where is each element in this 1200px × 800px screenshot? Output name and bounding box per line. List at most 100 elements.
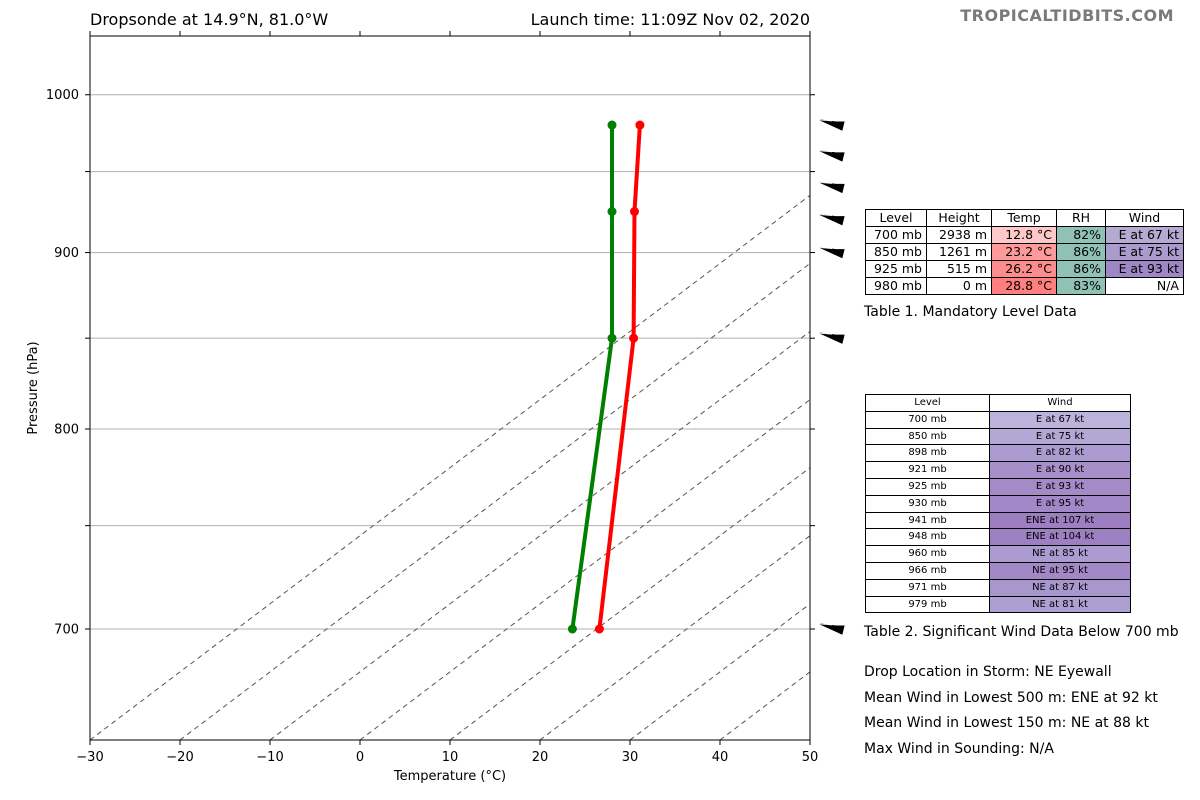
- cell-wind: ENE at 104 kt: [989, 528, 1131, 547]
- cell-wind: E at 93 kt: [989, 477, 1131, 496]
- x-tick-label: −20: [166, 750, 193, 765]
- cell-wind: NE at 85 kt: [989, 545, 1131, 563]
- data-point: [607, 120, 617, 130]
- cell-wind: ENE at 107 kt: [989, 511, 1131, 530]
- header-level: Level: [865, 209, 927, 227]
- drop-location-text: Drop Location in Storm: NE Eyewall: [864, 664, 1112, 680]
- header-wind: Wind: [1105, 209, 1184, 227]
- cell-level: 980 mb: [865, 277, 927, 295]
- x-tick-label: 50: [802, 750, 819, 765]
- cell-rh: 82%: [1056, 226, 1106, 244]
- x-tick-label: 20: [532, 750, 549, 765]
- launch-time: Launch time: 11:09Z Nov 02, 2020: [530, 10, 810, 29]
- table2-caption: Table 2. Significant Wind Data Below 700…: [864, 624, 1179, 640]
- data-point: [635, 120, 645, 130]
- cell-wind: E at 67 kt: [1105, 226, 1184, 244]
- cell-height: 0 m: [926, 277, 992, 295]
- mandatory-level-table: Level Height Temp RH Wind 700 mb 2938 m …: [865, 209, 1184, 295]
- significant-wind-table: Level Wind 700 mb E at 67 kt 850 mb E at 7…: [865, 394, 1131, 614]
- wind-barb-line: [819, 182, 833, 184]
- x-tick-label: −30: [76, 750, 103, 765]
- mean-wind-500-text: Mean Wind in Lowest 500 m: ENE at 92 kt: [864, 690, 1158, 706]
- table-row: 850 mb E at 75 kt: [865, 427, 1131, 446]
- wind-barb-flag: [819, 623, 845, 635]
- data-point: [594, 624, 604, 634]
- wind-barb-flag: [819, 214, 845, 226]
- x-tick-label: 40: [712, 750, 729, 765]
- x-tick-label: 30: [622, 750, 639, 765]
- cell-temp: 26.2 °C: [991, 260, 1057, 278]
- mean-wind-150-text: Mean Wind in Lowest 150 m: NE at 88 kt: [864, 715, 1149, 731]
- x-tick-label: 10: [442, 750, 459, 765]
- table1-caption: Table 1. Mandatory Level Data: [864, 304, 1077, 320]
- table-row: 941 mb ENE at 107 kt: [865, 511, 1131, 530]
- cell-level: 921 mb: [865, 461, 990, 479]
- table-row: 925 mb 515 m 26.2 °C 86% E at 93 kt: [865, 260, 1184, 278]
- cell-wind: E at 75 kt: [1105, 243, 1184, 261]
- series-layer: [567, 120, 645, 634]
- y-tick-label: 700: [54, 622, 79, 637]
- table-row: 979 mb NE at 81 kt: [865, 595, 1131, 614]
- wind-barb-flag: [819, 119, 845, 131]
- table-row: 925 mb E at 93 kt: [865, 477, 1131, 496]
- table-row: 980 mb 0 m 28.8 °C 83% N/A: [865, 277, 1184, 295]
- x-tick-label: 0: [356, 750, 364, 765]
- cell-temp: 12.8 °C: [991, 226, 1057, 244]
- table-row: 971 mb NE at 87 kt: [865, 578, 1131, 597]
- data-point: [567, 624, 577, 634]
- cell-level: 898 mb: [865, 444, 990, 463]
- y-tick-label: 800: [54, 422, 79, 437]
- header-wind: Wind: [989, 394, 1131, 412]
- wind-barb-flag: [819, 247, 845, 259]
- cell-temp: 23.2 °C: [991, 243, 1057, 261]
- cell-wind: E at 67 kt: [989, 410, 1131, 429]
- wind-barb-line: [819, 247, 833, 249]
- cell-height: 1261 m: [926, 243, 992, 261]
- data-point: [607, 207, 617, 217]
- table-row: 700 mb 2938 m 12.8 °C 82% E at 67 kt: [865, 226, 1184, 244]
- data-point: [630, 207, 639, 217]
- table-row: 850 mb 1261 m 23.2 °C 86% E at 75 kt: [865, 243, 1184, 261]
- wind-barbs: [819, 119, 845, 635]
- wind-barb: [819, 181, 845, 194]
- table-row: 960 mb NE at 85 kt: [865, 545, 1131, 563]
- cell-level: 966 mb: [865, 561, 990, 580]
- cell-level: 930 mb: [865, 494, 990, 513]
- y-tick-label: 900: [54, 246, 79, 261]
- cell-level: 960 mb: [865, 545, 990, 563]
- axis-layer: −30 −20 −10 0 10 20 30 40 50 700 800 900 1000: [46, 31, 818, 765]
- cell-rh: 86%: [1056, 260, 1106, 278]
- wind-barb: [819, 214, 845, 226]
- cell-level: 700 mb: [865, 410, 990, 429]
- cell-level: 925 mb: [865, 260, 927, 278]
- cell-level: 941 mb: [865, 511, 990, 530]
- wind-barb: [819, 332, 845, 344]
- cell-wind: E at 93 kt: [1105, 260, 1184, 278]
- wind-barb-line: [819, 150, 833, 153]
- cell-height: 2938 m: [926, 226, 992, 244]
- x-axis-label: Temperature (°C): [393, 769, 506, 784]
- wind-barb-flag: [819, 181, 845, 194]
- table-row: 898 mb E at 82 kt: [865, 444, 1131, 463]
- table-row: 966 mb NE at 95 kt: [865, 561, 1131, 580]
- wind-barb-flag: [819, 332, 845, 344]
- header-temp: Temp: [991, 209, 1057, 227]
- brand-logo-text: TROPICALTIDBITS.COM: [960, 6, 1174, 25]
- header-height: Height: [926, 209, 992, 227]
- cell-height: 515 m: [926, 260, 992, 278]
- cell-level: 971 mb: [865, 578, 990, 597]
- chart-title: Dropsonde at 14.9°N, 81.0°W: [90, 10, 329, 29]
- table-header-row: Level Height Temp RH Wind: [865, 209, 1184, 227]
- wind-barb-line: [819, 332, 833, 335]
- max-wind-text: Max Wind in Sounding: N/A: [864, 741, 1054, 757]
- cell-wind: N/A: [1105, 277, 1184, 295]
- cell-wind: E at 82 kt: [989, 444, 1131, 463]
- wind-barb-line: [819, 214, 833, 217]
- wind-barb-line: [819, 623, 833, 626]
- table-header-row: Level Wind: [865, 394, 1131, 412]
- cell-wind: NE at 81 kt: [989, 595, 1131, 614]
- table-row: 921 mb E at 90 kt: [865, 461, 1131, 479]
- y-axis-label: Pressure (hPa): [26, 341, 41, 434]
- wind-barb: [819, 150, 845, 162]
